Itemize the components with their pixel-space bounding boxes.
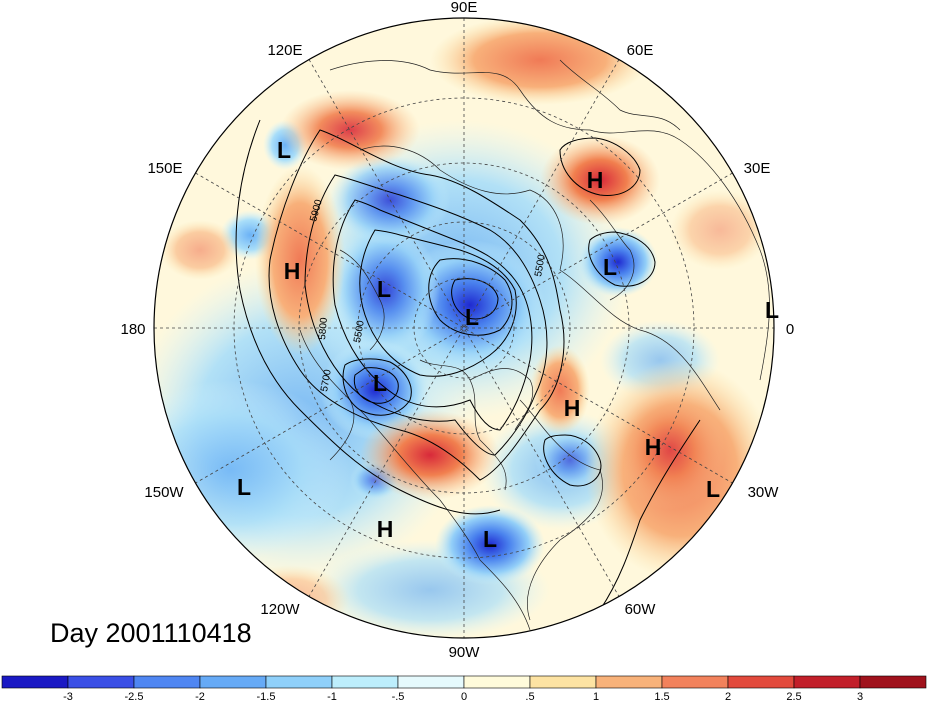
- pressure-center: H: [377, 516, 394, 542]
- lon-label-30w: 30W: [748, 484, 780, 501]
- pressure-center: H: [284, 258, 301, 284]
- colorbar-tick-label: .5: [525, 691, 534, 702]
- lon-label-120w: 120W: [260, 601, 300, 618]
- pressure-center: L: [465, 304, 479, 330]
- lon-label-150e: 150E: [147, 160, 182, 177]
- pressure-center: L: [603, 254, 617, 280]
- longitude-labels: 90E 60E 30E 0 30W 60W 90W 120W 150W 180 …: [120, 0, 794, 661]
- map-boundary: [153, 17, 775, 639]
- pressure-center: L: [706, 476, 720, 502]
- colorbar: -3 -2.5 -2 -1.5 -1 -.5 0 .5 1 1.5 2 2.5 3: [1, 675, 927, 702]
- pressure-center: H: [564, 395, 581, 421]
- contour-label-5800: 5800: [317, 317, 330, 341]
- colorbar-swatch: [859, 675, 927, 689]
- pressure-center: L: [237, 474, 251, 500]
- pressure-center: L: [373, 370, 387, 396]
- lon-label-60w: 60W: [625, 601, 657, 618]
- colorbar-swatch: [793, 675, 861, 689]
- lon-label-60e: 60E: [627, 42, 654, 59]
- day-label: Day 2001110418: [50, 618, 252, 648]
- lon-label-90w: 90W: [449, 644, 481, 661]
- pressure-centers: L H L L H L L L H H L L H L: [237, 137, 779, 552]
- colorbar-tick-label: 2: [725, 691, 731, 702]
- colorbar-tick-label: 3: [857, 691, 863, 702]
- contour-labels: 5900 5800 5700 5500 5500: [308, 198, 548, 393]
- lon-label-90e: 90E: [451, 0, 478, 16]
- contour-label-5500-west: 5500: [352, 319, 367, 343]
- lon-label-0: 0: [786, 321, 794, 338]
- colorbar-tick-label: -2: [195, 691, 205, 702]
- colorbar-tick-label: -3: [63, 691, 73, 702]
- pressure-center: L: [377, 276, 391, 302]
- colorbar-swatch: [1, 675, 69, 689]
- colorbar-tick-label: 1: [593, 691, 599, 702]
- colorbar-tick-label: -2.5: [125, 691, 144, 702]
- colorbar-swatch: [727, 675, 795, 689]
- colorbar-swatch: [133, 675, 201, 689]
- height-contours: [235, 119, 701, 611]
- colorbar-swatch: [331, 675, 399, 689]
- colorbar-tick-label: -.5: [392, 691, 405, 702]
- colorbar-swatch: [199, 675, 267, 689]
- colorbar-tick-label: 2.5: [786, 691, 801, 702]
- pressure-center: L: [483, 526, 497, 552]
- colorbar-swatch: [67, 675, 135, 689]
- colorbar-swatch: [265, 675, 333, 689]
- contour-label-5700: 5700: [319, 368, 334, 392]
- graticule: [154, 18, 774, 638]
- pressure-center: L: [765, 297, 779, 323]
- lon-label-120e: 120E: [267, 42, 302, 59]
- lon-label-180: 180: [120, 321, 145, 338]
- colorbar-tick-label: 0: [461, 691, 467, 702]
- colorbar-tick-label: -1.5: [257, 691, 276, 702]
- colorbar-tick-label: -1: [327, 691, 337, 702]
- contour-label-5500-east: 5500: [533, 253, 548, 277]
- colorbar-swatch: [397, 675, 465, 689]
- pressure-center: H: [587, 167, 604, 193]
- colorbar-swatch: [661, 675, 729, 689]
- colorbar-tick-label: 1.5: [654, 691, 669, 702]
- lon-label-30e: 30E: [744, 160, 771, 177]
- colorbar-swatch: [595, 675, 663, 689]
- pressure-center: L: [277, 137, 291, 163]
- lon-label-150w: 150W: [144, 484, 184, 501]
- colorbar-swatch: [463, 675, 531, 689]
- colorbar-swatch: [529, 675, 597, 689]
- pressure-center: H: [645, 434, 662, 460]
